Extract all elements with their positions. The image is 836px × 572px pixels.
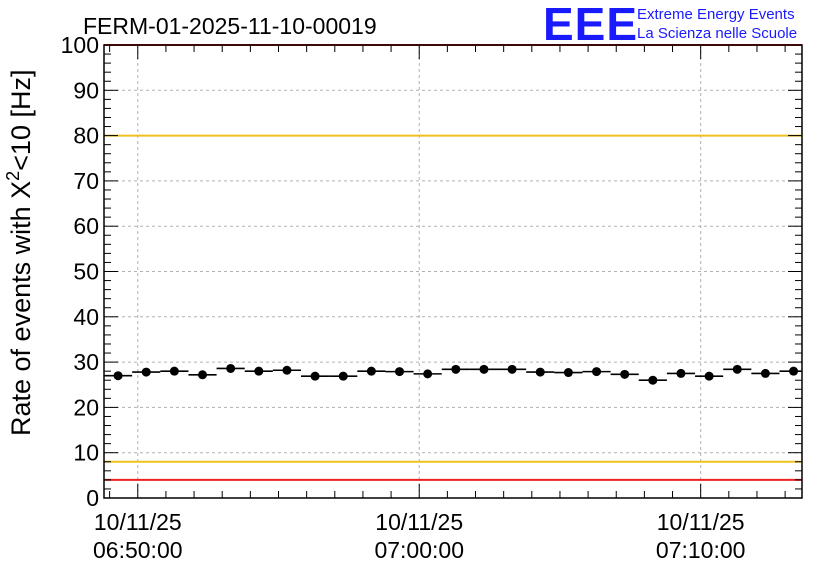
x-tick-label-date: 10/11/25 [375,509,463,535]
data-point [395,367,405,377]
data-point [198,370,208,380]
logo-line1: Extreme Energy Events [637,6,795,23]
data-point [732,364,742,374]
x-tick-label-time: 07:10:00 [656,537,746,563]
data-point [366,366,376,376]
y-tick-label: 80 [73,123,99,149]
data-point [254,366,264,376]
data-point [704,371,714,381]
data-point [535,367,545,377]
y-tick-label: 70 [73,168,99,194]
data-point [141,367,151,377]
data-point [507,364,517,374]
y-tick-label: 40 [73,304,99,330]
y-axis-label-superscript: 2 [3,171,23,181]
y-tick-label: 10 [73,440,99,466]
y-tick-label: 30 [73,349,99,375]
y-axis-label-tail: <10 [Hz] [6,70,36,171]
data-point [451,364,461,374]
data-point [310,371,320,381]
data-point [789,366,799,376]
x-tick-label-time: 07:00:00 [374,537,464,563]
y-axis-label: Rate of events with X2<10 [Hz] [3,70,36,436]
data-point [479,364,489,374]
x-tick-label-date: 10/11/25 [657,509,745,535]
data-point [648,375,658,385]
data-point [169,366,179,376]
data-point [620,369,630,379]
x-tick-label-time: 06:50:00 [93,537,183,563]
logo-mark: EEE [543,0,638,50]
y-tick-label: 20 [73,394,99,420]
x-tick-label-date: 10/11/25 [94,509,182,535]
y-axis-label-main: Rate of events with X [6,181,36,436]
chart-title: FERM-01-2025-11-10-00019 [83,13,377,39]
y-tick-label: 50 [73,259,99,285]
data-point [592,367,602,377]
y-tick-label: 90 [73,77,99,103]
data-point [226,363,236,373]
data-point [676,368,686,378]
tick-labels: 010203040506070809010010/11/2506:50:0010… [61,32,746,563]
data-point [423,369,433,379]
data-point [282,365,292,375]
data-point [113,371,123,381]
y-tick-label: 100 [61,32,99,58]
data-point [760,368,770,378]
y-tick-label: 60 [73,213,99,239]
plot-frame [103,44,803,499]
data-point [338,371,348,381]
eee-logo: EEE Extreme Energy Events La Scienza nel… [543,0,797,50]
data-point [563,368,573,378]
data-series [104,363,802,385]
y-tick-label: 0 [86,485,99,511]
logo-line2: La Scienza nelle Scuole [637,25,797,42]
